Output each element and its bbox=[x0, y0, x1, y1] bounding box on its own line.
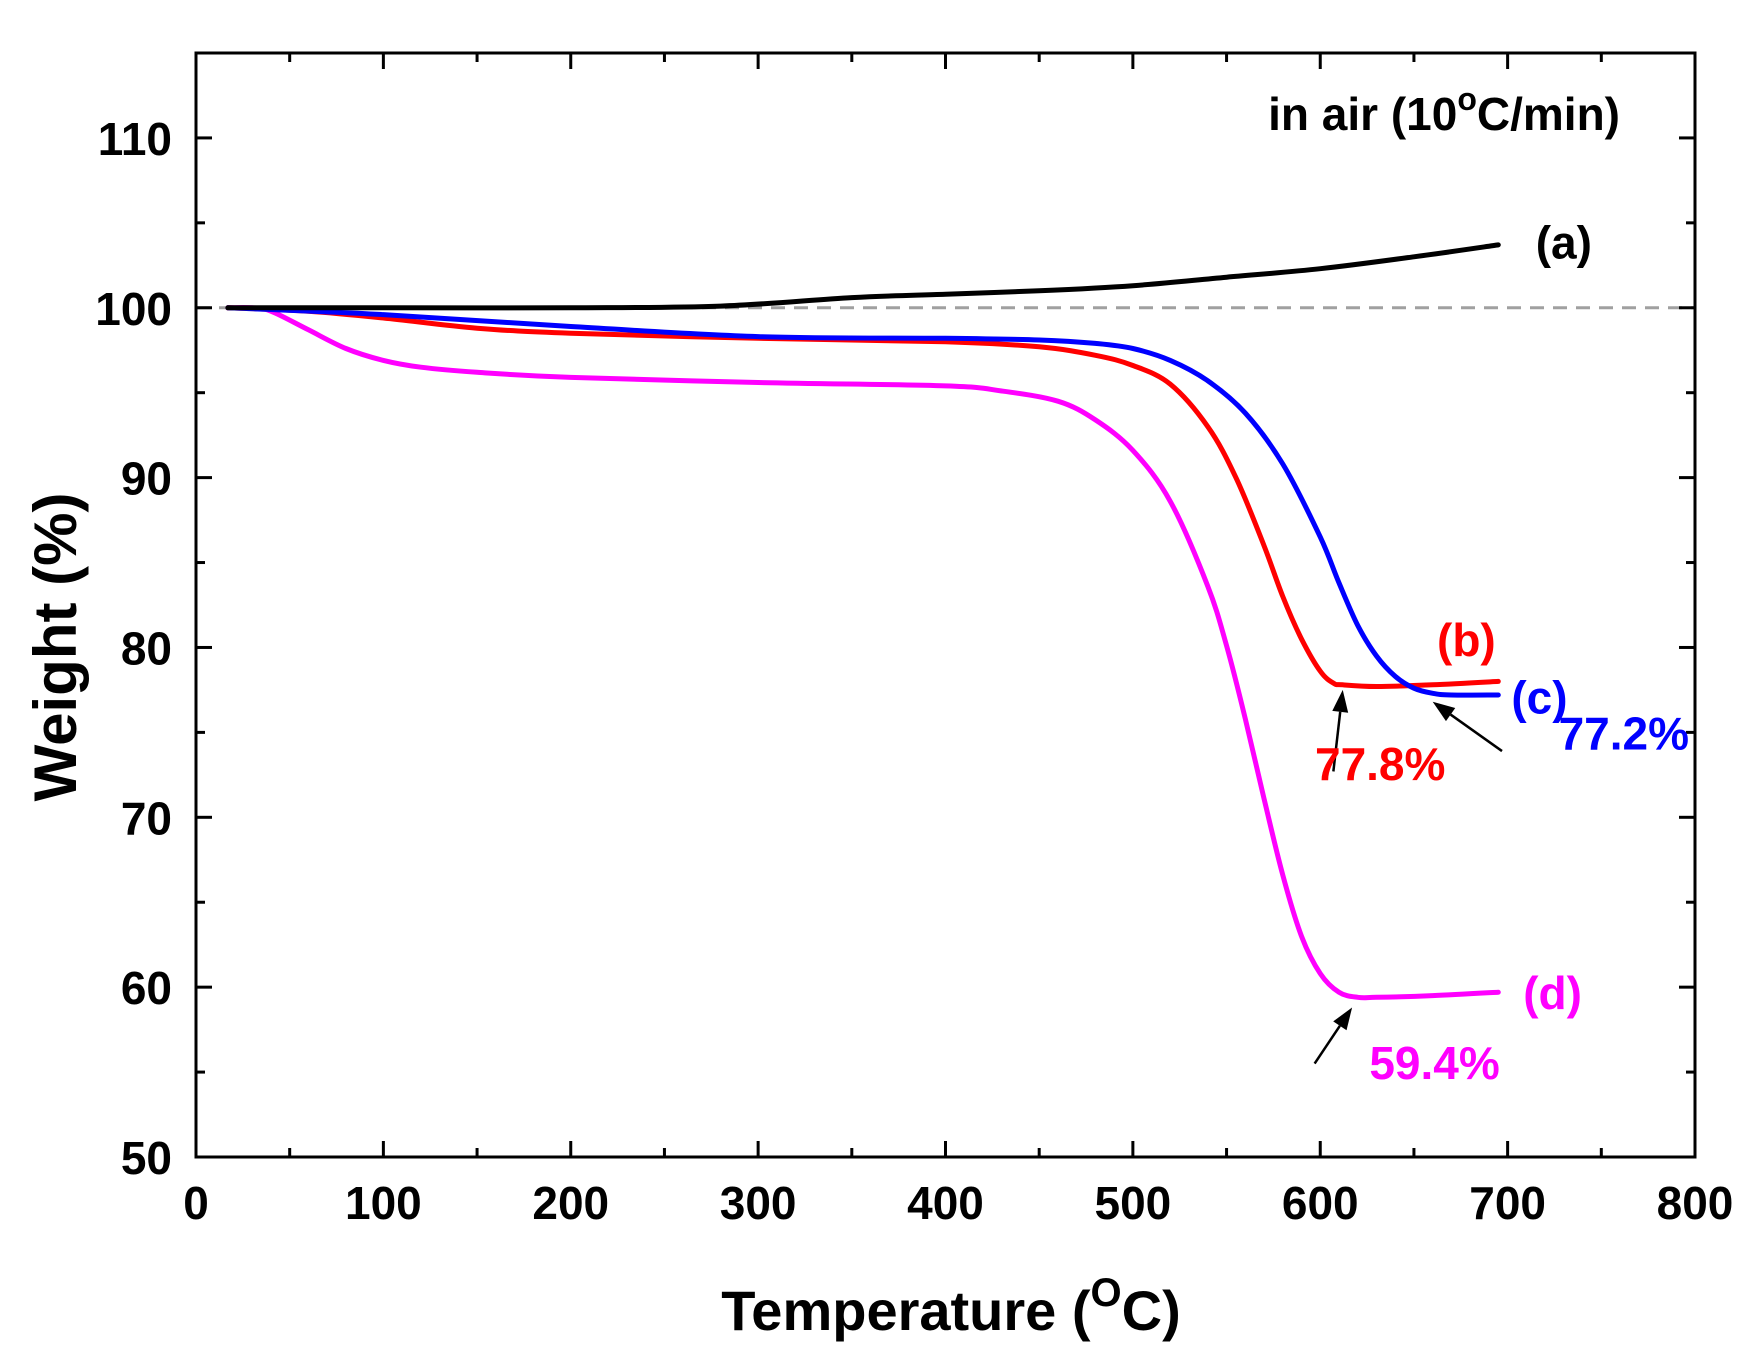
y-tick-label: 70 bbox=[121, 792, 172, 844]
x-tick-label: 600 bbox=[1282, 1177, 1359, 1229]
annotation-label: (b) bbox=[1437, 614, 1496, 666]
annotation-arrow bbox=[1432, 701, 1503, 753]
x-tick-label: 300 bbox=[720, 1177, 797, 1229]
annotation-label: 59.4% bbox=[1369, 1037, 1499, 1089]
series-line-d bbox=[225, 305, 1501, 1001]
y-tick-label: 90 bbox=[121, 453, 172, 505]
series-layer bbox=[225, 242, 1501, 1001]
tick-layer: 0 100 200 300 400 500 600 700 800 50 60 70 80 90 100 11… bbox=[95, 51, 1734, 1229]
annotation-arrow bbox=[1313, 1007, 1353, 1065]
x-tick-label: 500 bbox=[1095, 1177, 1172, 1229]
x-tick-label: 400 bbox=[907, 1177, 984, 1229]
x-tick-label: 800 bbox=[1657, 1177, 1734, 1229]
y-tick-label: 50 bbox=[121, 1132, 172, 1184]
annotation-layer: (a) (b) (c) (d) 77.8% 77.2% 59.4% bbox=[1315, 217, 1689, 1089]
y-axis-title: Weight (%) bbox=[22, 493, 89, 802]
annotation-label: (a) bbox=[1536, 217, 1592, 269]
series-line-c bbox=[225, 305, 1501, 698]
y-tick-label: 100 bbox=[95, 283, 172, 335]
y-tick-label: 80 bbox=[121, 622, 172, 674]
arrow-layer bbox=[1313, 689, 1503, 1065]
y-tick-label: 60 bbox=[121, 962, 172, 1014]
x-tick-label: 0 bbox=[183, 1177, 209, 1229]
series-line-b bbox=[225, 305, 1501, 689]
annotation-arrow bbox=[1332, 689, 1349, 772]
x-tick-label: 200 bbox=[532, 1177, 609, 1229]
x-tick-label: 100 bbox=[345, 1177, 422, 1229]
y-tick-label: 110 bbox=[98, 113, 172, 165]
annotation-label: (d) bbox=[1523, 967, 1582, 1019]
annotation-label: (c) bbox=[1511, 672, 1567, 724]
x-tick-label: 700 bbox=[1469, 1177, 1546, 1229]
annotation-label: 77.2% bbox=[1559, 707, 1689, 759]
annotation-label: 77.8% bbox=[1315, 738, 1445, 790]
chart-condition-label: in air (10oC/min) bbox=[1268, 81, 1620, 140]
x-axis-title: Temperature (OC) bbox=[721, 1271, 1181, 1342]
series-line-a bbox=[225, 242, 1501, 311]
